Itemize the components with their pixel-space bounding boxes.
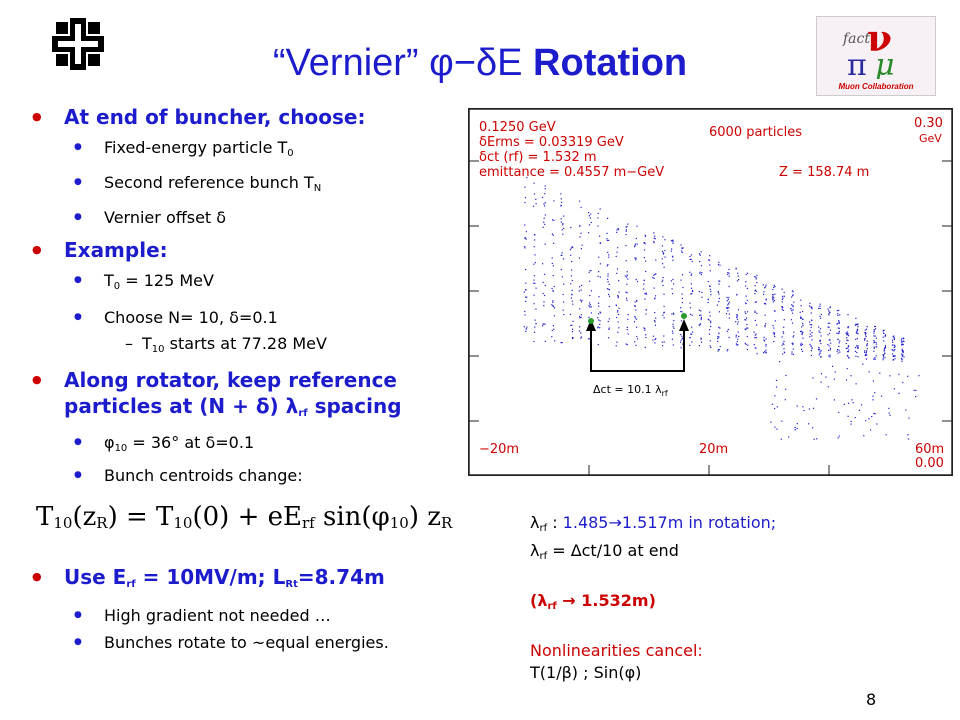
plot-dct: δct (rf) = 1.532 m [479, 150, 597, 165]
plot-xtick-3: 60m [915, 442, 944, 457]
bullet-choose-n: Choose N= 10, δ=0.1 [32, 306, 472, 329]
muon-collaboration-logo: fact ν π μ Muon Collaboration [816, 16, 936, 96]
bullet-phi10: φ10 = 36° at δ=0.1 [32, 431, 472, 460]
title-text: “Vernier” φ−δE [272, 42, 523, 84]
bullet-vernier-offset: Vernier offset δ [32, 206, 472, 229]
note-cancel-terms: T(1/β) ; Sin(φ) [530, 663, 642, 682]
ref-particle-right [681, 313, 687, 319]
bullet-second-ref: Second reference bunch TN [32, 171, 472, 200]
slide-title: “Vernier” φ−δE Rotation [0, 42, 960, 85]
bullet-buncher: At end of buncher, choose: [32, 104, 472, 130]
bullet-list: At end of buncher, choose: Fixed-energy … [32, 104, 472, 487]
svg-text:fact: fact [842, 31, 870, 47]
note-lambda-end: λrf = Δct/10 at end [530, 541, 679, 562]
bullet-t0: T0 = 125 MeV [32, 269, 472, 298]
fermilab-logo-icon [52, 18, 104, 70]
title-rotation: Rotation [533, 42, 688, 84]
plot-ticks [469, 160, 952, 475]
energy-equation: T10(zR) = T10(0) + eErf sin(φ10) zR [36, 502, 453, 532]
right-notes: λrf : 1.485→1.517m in rotation; λrf = Δc… [530, 512, 930, 684]
nu-fact-logo-icon: fact ν π μ [842, 18, 895, 83]
svg-text:ν: ν [867, 18, 892, 60]
plot-emittance: emittance = 0.4557 m−GeV [479, 165, 664, 180]
note-nonlinearities: Nonlinearities cancel: [530, 641, 703, 660]
plot-particles: 6000 particles [709, 125, 802, 140]
ref-particle-left [588, 318, 594, 324]
plot-ymax: 0.30 [914, 116, 943, 131]
bullet-centroids: Bunch centroids change: [32, 464, 472, 487]
bullet-list-bottom: Use Erf = 10MV/m; LRt=8.74m High gradien… [32, 564, 502, 654]
bullet-high-gradient: High gradient not needed … [32, 604, 502, 627]
delta-ct-label: Δct = 10.1 λrf [593, 383, 668, 398]
arrow-head-right-icon [679, 319, 689, 331]
delta-ct-arrows [590, 323, 685, 372]
page-number: 8 [866, 690, 877, 709]
plot-xtick-1: −20m [479, 442, 519, 457]
bullet-t10-start: T10 starts at 77.28 MeV [32, 333, 472, 361]
particle-cloud [523, 177, 920, 440]
plot-ymax-unit: GeV [919, 132, 942, 145]
plot-xtick-2: 20m [699, 442, 728, 457]
svg-text:π: π [847, 48, 867, 79]
plot-z: Z = 158.74 m [779, 165, 869, 180]
phase-space-plot: 0.1250 GeV δErms = 0.03319 GeV δct (rf) … [468, 108, 953, 476]
note-lambda-final: (λrf → 1.532m) [530, 591, 656, 612]
svg-text:μ: μ [875, 48, 895, 79]
bullet-fixed-energy: Fixed-energy particle T0 [32, 136, 472, 165]
bullet-use-erf: Use Erf = 10MV/m; LRt=8.74m [32, 564, 502, 598]
muon-collaboration-caption: Muon Collaboration [838, 82, 914, 91]
plot-ymin: 0.00 [915, 456, 944, 471]
plot-derms: δErms = 0.03319 GeV [479, 135, 624, 150]
bullet-rotate-equal: Bunches rotate to ~equal energies. [32, 631, 434, 654]
bullet-example: Example: [32, 237, 472, 263]
arrow-head-left-icon [586, 319, 596, 331]
note-lambda-range: λrf : 1.485→1.517m in rotation; [530, 513, 777, 534]
plot-energy: 0.1250 GeV [479, 120, 556, 135]
